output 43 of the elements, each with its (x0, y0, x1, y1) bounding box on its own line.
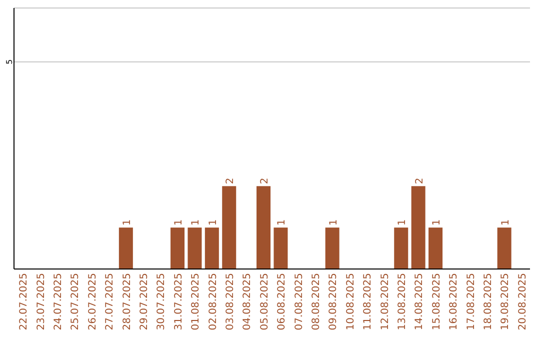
x-tick-label: 31.07.2025 (173, 273, 184, 330)
x-tick-label: 13.08.2025 (397, 273, 408, 330)
x-tick-label: 17.08.2025 (466, 273, 477, 330)
x-tick-label: 14.08.2025 (414, 273, 426, 330)
x-tick-label: 27.07.2025 (104, 273, 116, 330)
x-tick-label: 19.08.2025 (500, 273, 512, 330)
x-tick-label: 03.08.2025 (225, 273, 236, 330)
data-label: 2 (225, 178, 236, 184)
x-tick-label: 10.08.2025 (345, 273, 356, 330)
data-label: 1 (276, 219, 288, 226)
data-label: 2 (414, 178, 426, 184)
x-tick-label: 29.07.2025 (139, 273, 150, 330)
x-tick-label: 04.08.2025 (242, 273, 254, 330)
x-tick-label: 05.08.2025 (259, 273, 270, 330)
x-tick-label: 01.08.2025 (190, 273, 202, 330)
x-tick-label: 18.08.2025 (483, 273, 494, 330)
x-tick-label: 25.07.2025 (70, 273, 82, 330)
data-label: 1 (397, 219, 408, 226)
data-label: 1 (432, 219, 443, 226)
x-tick-label: 30.07.2025 (156, 273, 168, 330)
x-tick-label: 12.08.2025 (380, 273, 391, 330)
x-tick-label: 09.08.2025 (328, 273, 340, 330)
y-tick-label: 5 (5, 59, 14, 64)
x-tick-label: 24.07.2025 (53, 273, 64, 330)
x-tick-label: 06.08.2025 (276, 273, 288, 330)
x-tick-label: 20.08.2025 (517, 273, 528, 330)
x-tick-label: 28.07.2025 (122, 273, 133, 330)
data-label: 1 (208, 219, 219, 226)
data-label: 1 (122, 219, 133, 226)
x-tick-label: 26.07.2025 (87, 273, 98, 330)
data-label: 1 (500, 219, 512, 226)
x-tick-label: 02.08.2025 (208, 273, 219, 330)
x-tick-label: 11.08.2025 (362, 273, 374, 330)
data-label: 2 (260, 178, 271, 184)
x-tick-label: 16.08.2025 (448, 273, 460, 330)
data-label: 1 (190, 219, 202, 226)
data-label: 1 (174, 219, 185, 226)
data-label: 1 (328, 219, 340, 226)
x-tick-label: 07.08.2025 (294, 273, 305, 330)
x-tick-label: 15.08.2025 (431, 273, 442, 330)
x-tick-label: 23.07.2025 (36, 273, 47, 330)
x-tick-label: 22.07.2025 (18, 273, 30, 330)
x-tick-label: 08.08.2025 (311, 273, 322, 330)
